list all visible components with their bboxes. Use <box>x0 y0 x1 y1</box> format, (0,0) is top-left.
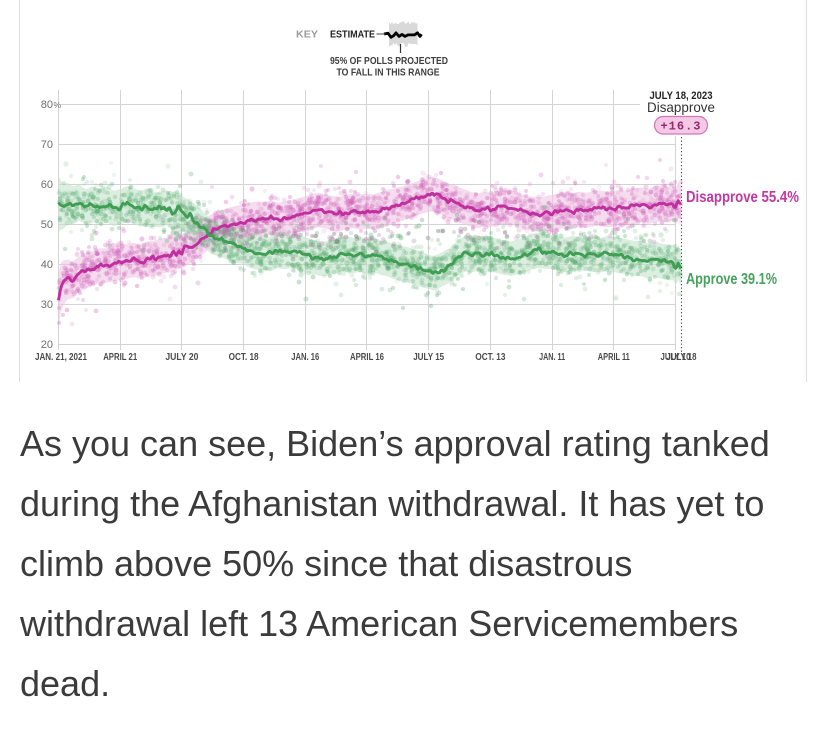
svg-text:60: 60 <box>41 179 53 191</box>
svg-text:TO FALL IN THIS RANGE: TO FALL IN THIS RANGE <box>337 68 440 79</box>
svg-text:Disapprove 55.4%: Disapprove 55.4% <box>686 189 799 206</box>
svg-text:ESTIMATE: ESTIMATE <box>330 29 375 41</box>
svg-text:20: 20 <box>41 339 53 351</box>
svg-text:70: 70 <box>41 139 53 151</box>
svg-text:95% OF POLLS PROJECTED: 95% OF POLLS PROJECTED <box>330 56 448 67</box>
svg-text:JAN. 21, 2021: JAN. 21, 2021 <box>35 351 87 363</box>
svg-text:+16.3: +16.3 <box>660 120 701 134</box>
svg-text:Disapprove: Disapprove <box>647 99 715 115</box>
svg-text:80: 80 <box>41 99 53 111</box>
svg-text:APRIL 16: APRIL 16 <box>350 351 384 363</box>
svg-text:JULY 15: JULY 15 <box>413 351 444 363</box>
svg-text:KEY: KEY <box>296 30 318 41</box>
svg-text:40: 40 <box>41 259 53 271</box>
svg-text:APRIL 11: APRIL 11 <box>598 351 630 363</box>
svg-text:JULY 18: JULY 18 <box>667 351 697 363</box>
svg-text:30: 30 <box>41 299 53 311</box>
svg-text:JAN. 11: JAN. 11 <box>539 351 565 363</box>
svg-text:%: % <box>54 100 62 110</box>
svg-text:JULY 20: JULY 20 <box>165 351 198 363</box>
svg-text:APRIL 21: APRIL 21 <box>103 351 137 363</box>
svg-text:OCT. 13: OCT. 13 <box>475 351 505 363</box>
svg-text:OCT. 18: OCT. 18 <box>229 351 259 363</box>
svg-text:Approve 39.1%: Approve 39.1% <box>686 271 777 288</box>
svg-text:JULY 10: JULY 10 <box>661 351 691 363</box>
svg-text:50: 50 <box>41 219 53 231</box>
svg-text:JAN. 16: JAN. 16 <box>291 351 319 363</box>
